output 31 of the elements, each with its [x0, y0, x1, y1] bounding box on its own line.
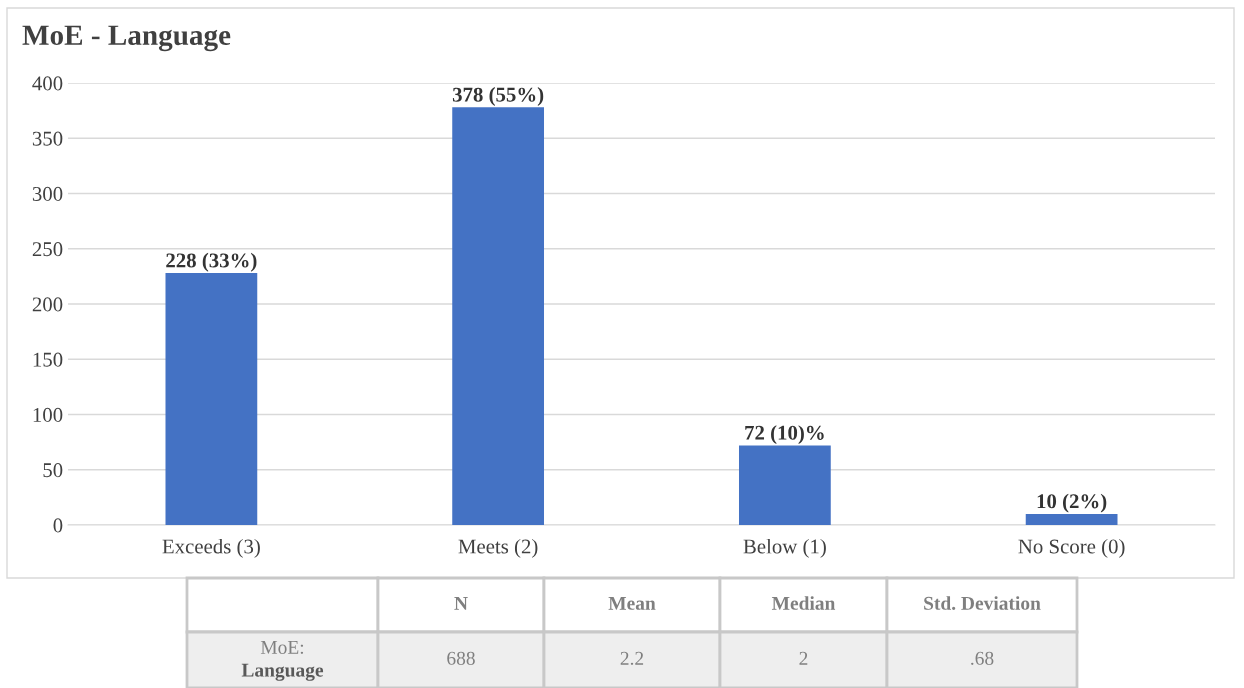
text: MoE: Language	[241, 640, 324, 681]
text: N	[454, 596, 468, 610]
y-tick-label: 300	[32, 186, 63, 201]
y-tick-label: 0	[53, 518, 63, 533]
y-tick-label: 150	[33, 352, 63, 367]
x-tick-label: Below (1)	[743, 538, 826, 558]
x-tick-label: Meets (2)	[458, 538, 538, 558]
x-tick-label: Exceeds (3)	[162, 538, 260, 558]
text: Std. Deviation	[924, 596, 1041, 610]
bar	[1025, 513, 1118, 525]
text: Median	[771, 596, 836, 610]
text: 688	[447, 651, 475, 665]
y-tick-label: 350	[32, 131, 63, 146]
bar	[739, 445, 831, 525]
y-tick-label: 250	[32, 242, 63, 257]
data-label: 228 (33%)	[166, 252, 257, 272]
data-label: 10 (2%)	[1037, 493, 1107, 513]
bar	[452, 107, 545, 525]
data-label: 72 (10)%	[745, 425, 824, 445]
data-label: 378 (55%)	[452, 87, 544, 106]
x-tick-label: No Score (0)	[1018, 538, 1125, 558]
bar	[165, 273, 258, 525]
text: Mean	[608, 596, 656, 610]
text: 2.2	[620, 651, 644, 665]
y-tick-label: 400	[32, 76, 63, 91]
text: 2	[799, 651, 808, 665]
y-tick-label: 200	[32, 297, 63, 312]
y-tick-label: 100	[33, 407, 63, 422]
chart-title: MoE - Language	[22, 25, 231, 52]
text: .68	[971, 651, 994, 665]
y-tick-label: 50	[43, 463, 63, 478]
